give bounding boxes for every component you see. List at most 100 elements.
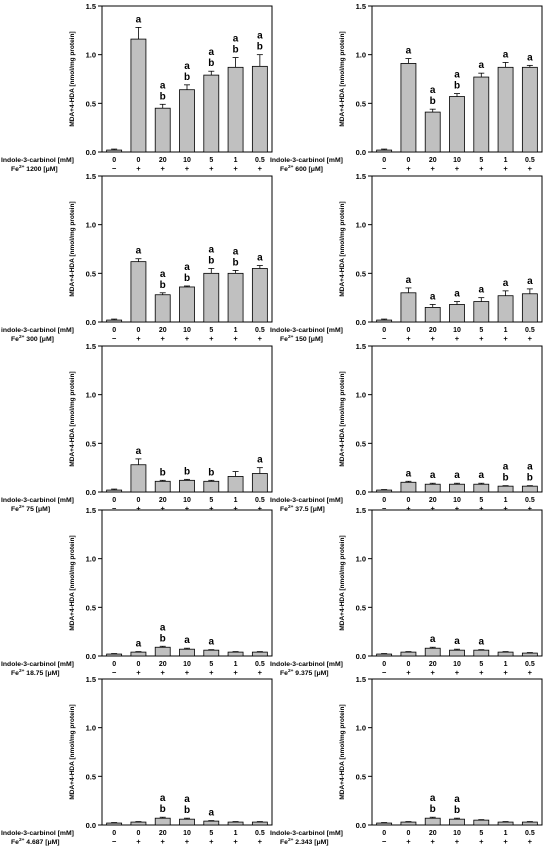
iron-concentration: 600 [μM] <box>293 166 322 173</box>
bar <box>497 651 514 657</box>
bar <box>400 63 417 153</box>
x-tick-label: 5 <box>479 661 483 668</box>
x-tick-label: 0 <box>112 661 116 668</box>
significance-letter: b <box>184 466 190 477</box>
significance-letter: a <box>479 637 485 648</box>
iron-charge: 2+ <box>288 164 294 170</box>
y-tick-label: 0.5 <box>356 439 366 448</box>
x-tick-label: 5 <box>479 157 483 164</box>
bar <box>154 107 171 153</box>
fe-sign: + <box>161 668 166 677</box>
significance-letter: b <box>160 280 166 291</box>
significance-letter: b <box>233 45 239 56</box>
y-tick-label: 1.0 <box>356 724 366 733</box>
x-tick-label: 20 <box>429 661 437 668</box>
bar <box>154 646 171 657</box>
bar <box>376 822 393 826</box>
x-tick-label: 5 <box>209 661 213 668</box>
bar <box>106 319 123 323</box>
bar <box>106 149 123 153</box>
x-tick-label: 0.5 <box>525 661 535 668</box>
row-label-compound: Indole-3-carbinol [mM] <box>1 157 74 164</box>
x-tick-label: 0 <box>136 830 140 837</box>
x-tick-label: 0 <box>382 830 386 837</box>
x-tick-label: 5 <box>209 830 213 837</box>
iron-charge: 2+ <box>288 334 294 340</box>
fe-sign: + <box>233 164 238 173</box>
y-tick-label: 1.0 <box>356 391 366 400</box>
bar <box>106 489 123 493</box>
iron-symbol: Fe <box>280 336 288 343</box>
bar <box>203 480 220 493</box>
significance-letter: a <box>257 31 263 42</box>
fe-sign: + <box>136 837 141 846</box>
fe-sign: + <box>528 334 533 343</box>
y-tick-label: 1.5 <box>86 172 96 181</box>
fe-sign: + <box>209 668 214 677</box>
iron-symbol: Fe <box>11 506 19 513</box>
row-label-iron: Fe2+ 37.5 [μM] <box>280 504 325 513</box>
x-tick-label: 0 <box>112 157 116 164</box>
y-tick-label: 0.0 <box>86 148 96 157</box>
fe-sign: + <box>209 164 214 173</box>
bar <box>521 485 538 493</box>
y-tick-label: 0.0 <box>356 488 366 497</box>
significance-letter: a <box>160 622 166 633</box>
bar <box>497 485 514 493</box>
x-tick-label: 10 <box>183 157 191 164</box>
y-tick-label: 0.5 <box>356 603 366 612</box>
y-axis-label: MDA+4-HDA [nmol/mg protein] <box>69 201 76 296</box>
significance-letter: a <box>406 46 412 57</box>
bar <box>203 649 220 657</box>
bar <box>449 818 465 826</box>
iron-symbol: Fe <box>11 336 19 343</box>
y-tick-label: 1.5 <box>86 675 96 684</box>
chart-panel: 0.0 0.5 1.0 1.5 MDA+4-HDA [nmol/mg protein] 0… <box>1 342 273 513</box>
fe-sign: + <box>479 837 484 846</box>
bar <box>227 272 244 323</box>
bar <box>251 821 268 826</box>
significance-letter: a <box>136 14 142 25</box>
bar <box>400 821 417 826</box>
x-tick-label: 0.5 <box>255 327 265 334</box>
iron-symbol: Fe <box>280 839 288 846</box>
row-label-iron: Fe2+ 4.687 [μM] <box>11 837 60 846</box>
y-tick-label: 0.5 <box>356 99 366 108</box>
row-label-compound: Indole-3-carbinol [mM] <box>1 661 74 668</box>
row-label-compound: indole-3-carbinol [mM] <box>1 327 74 334</box>
significance-letter: b <box>160 804 166 815</box>
significance-letter: a <box>430 634 436 645</box>
x-tick-label: 1 <box>234 497 238 504</box>
fe-sign: + <box>528 668 533 677</box>
significance-letter: a <box>184 262 190 273</box>
bar <box>179 89 195 153</box>
iron-symbol: Fe <box>280 506 288 513</box>
row-label-iron: Fe2+ 18.75 [μM] <box>11 668 60 677</box>
x-tick-label: 0 <box>112 327 116 334</box>
x-tick-label: 1 <box>504 327 508 334</box>
x-tick-label: 1 <box>234 661 238 668</box>
bar <box>203 272 220 323</box>
x-tick-label: 0 <box>382 327 386 334</box>
x-tick-label: 10 <box>183 497 191 504</box>
bar <box>521 652 538 657</box>
iron-symbol: Fe <box>11 670 19 677</box>
y-tick-label: 1.5 <box>356 506 366 515</box>
bar <box>521 293 538 323</box>
y-tick-label: 0.5 <box>356 269 366 278</box>
fe-sign: + <box>258 164 263 173</box>
y-tick-label: 0.0 <box>356 148 366 157</box>
significance-letter: a <box>527 52 533 63</box>
x-tick-label: 5 <box>209 157 213 164</box>
y-tick-label: 0.5 <box>356 772 366 781</box>
significance-letter: b <box>454 81 460 92</box>
fe-sign: + <box>258 668 263 677</box>
x-tick-label: 10 <box>453 327 461 334</box>
iron-concentration: 9.375 [μM] <box>293 670 328 677</box>
x-tick-label: 0 <box>136 327 140 334</box>
bar <box>473 649 490 657</box>
significance-letter: a <box>209 244 215 255</box>
chart-panel: 0.0 0.5 1.0 1.5 MDA+4-HDA [nmol/mg protein] 0… <box>1 172 273 343</box>
row-label-compound: Indole-3-carbinol [mM] <box>270 661 343 668</box>
iron-concentration: 300 [μM] <box>24 336 53 343</box>
